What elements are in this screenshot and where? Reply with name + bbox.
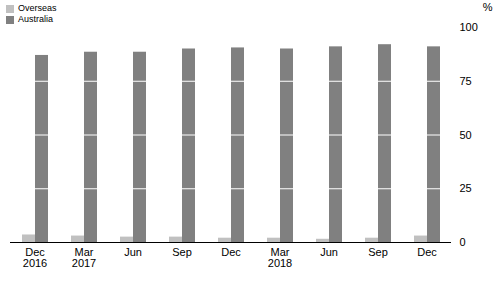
html-text:Overseas: Overseas xyxy=(18,3,57,13)
svg-text:Dec: Dec xyxy=(417,246,437,258)
svg-text:Jun: Jun xyxy=(320,246,338,258)
svg-text:Sep: Sep xyxy=(172,246,192,258)
html-text:Australia: Australia xyxy=(18,14,53,24)
svg-text:Mar2018: Mar2018 xyxy=(268,246,292,269)
svg-text:50: 50 xyxy=(460,129,472,141)
svg-text:100: 100 xyxy=(460,21,478,33)
svg-text:25: 25 xyxy=(460,182,472,194)
svg-text:75: 75 xyxy=(460,75,472,87)
svg-text:0: 0 xyxy=(460,236,466,248)
svg-text:Mar2017: Mar2017 xyxy=(72,246,96,269)
svg-text:Jun: Jun xyxy=(124,246,142,258)
svg-text:Dec: Dec xyxy=(221,246,241,258)
svg-text:Dec2016: Dec2016 xyxy=(23,246,47,269)
svg-text:Sep: Sep xyxy=(368,246,388,258)
svg-text:%: % xyxy=(483,1,493,13)
